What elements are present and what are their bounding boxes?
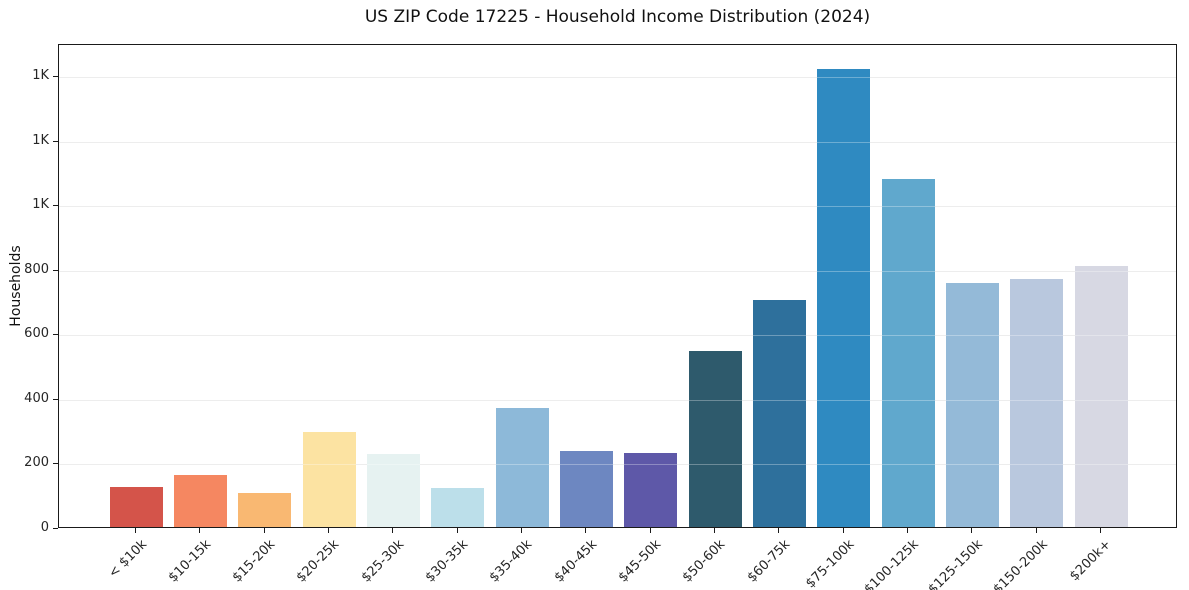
x-tick-label-4: $25-30k — [358, 537, 407, 586]
x-tick-label-12: $100-125k — [861, 537, 922, 590]
bar-$40-45k — [559, 451, 613, 527]
gridline-overlay-1400 — [59, 77, 1176, 79]
gridline-200 — [59, 464, 1176, 466]
x-tick-label-13: $125-150k — [925, 537, 986, 590]
y-tick-label-600: 600 — [24, 326, 49, 342]
x-tick-label-6: $35-40k — [487, 537, 536, 586]
y-axis-title: Households — [8, 245, 24, 327]
y-tick-label-1400: 1K — [32, 68, 49, 84]
y-tick-label-400: 400 — [24, 390, 49, 406]
gridline-overlay-1200 — [59, 141, 1176, 143]
y-tick-label-800: 800 — [24, 261, 49, 277]
x-tick-mark-3 — [328, 528, 329, 533]
x-tick-label-3: $20-25k — [294, 537, 343, 586]
gridline-1400 — [59, 77, 1176, 79]
bar-$125-150k — [945, 283, 999, 527]
x-tick-mark-2 — [263, 528, 265, 533]
gridline-800 — [59, 270, 1176, 272]
x-tick-label-1: $10-15k — [165, 537, 214, 586]
gridline-1200 — [59, 141, 1176, 143]
bar-$45-50k — [624, 452, 678, 527]
gridline-1000 — [59, 206, 1176, 208]
y-tick-mark-200 — [53, 463, 58, 465]
y-tick-mark-600 — [53, 334, 58, 336]
bar-$100-125k — [881, 178, 935, 527]
bar-$150-200k — [1010, 278, 1064, 527]
bar-$20-25k — [302, 431, 356, 527]
gridline-overlay-600 — [59, 335, 1176, 337]
bar-$75-100k — [817, 68, 871, 527]
y-tick-mark-400 — [53, 398, 58, 400]
y-tick-mark-0 — [53, 528, 58, 529]
bar-$10-15k — [173, 475, 227, 527]
bar-$60-75k — [752, 299, 806, 527]
bar-$15-20k — [238, 493, 292, 527]
x-tick-mark-13 — [971, 528, 973, 533]
x-tick-mark-8 — [649, 528, 651, 533]
x-tick-mark-1 — [199, 528, 201, 533]
gridline-400 — [59, 399, 1176, 401]
bar-$35-40k — [495, 407, 549, 527]
y-tick-label-1200: 1K — [32, 132, 49, 148]
x-tick-label-5: $30-35k — [422, 537, 472, 586]
plot-area — [58, 44, 1177, 528]
x-tick-mark-5 — [456, 528, 458, 533]
x-tick-label-14: $150-200k — [990, 537, 1051, 590]
x-tick-mark-10 — [778, 528, 780, 533]
gridline-600 — [59, 335, 1176, 337]
x-tick-mark-6 — [521, 528, 522, 533]
bar-$30-35k — [431, 488, 485, 527]
gridline-overlay-400 — [59, 399, 1176, 401]
bar-$50-60k — [688, 351, 742, 527]
x-tick-label-2: $15-20k — [229, 537, 279, 586]
gridline-overlay-1000 — [59, 206, 1176, 208]
y-tick-label-200: 200 — [24, 455, 49, 471]
x-tick-mark-15 — [1100, 528, 1101, 533]
x-tick-mark-4 — [392, 528, 394, 533]
x-tick-mark-11 — [842, 528, 844, 533]
y-tick-mark-1400 — [53, 76, 58, 78]
bar-< $10k — [109, 486, 163, 527]
bar-$200k+ — [1074, 265, 1128, 527]
y-tick-label-0: 0 — [40, 520, 49, 535]
x-tick-mark-12 — [907, 528, 908, 533]
x-tick-label-7: $40-45k — [551, 537, 600, 586]
gridline-overlay-800 — [59, 270, 1176, 272]
chart-title: US ZIP Code 17225 - Household Income Dis… — [364, 7, 871, 27]
x-tick-label-10: $60-75k — [744, 537, 793, 586]
y-tick-mark-800 — [53, 269, 58, 271]
gridline-overlay-200 — [59, 464, 1176, 466]
bar-$25-30k — [366, 454, 420, 527]
y-tick-mark-1000 — [53, 205, 58, 207]
x-tick-label-15: $200k+ — [1067, 537, 1115, 585]
x-tick-mark-9 — [714, 528, 715, 533]
y-tick-label-1000: 1K — [32, 197, 49, 213]
x-tick-label-0: < $10k — [105, 537, 150, 582]
x-tick-mark-7 — [585, 528, 587, 533]
x-tick-label-11: $75-100k — [802, 537, 858, 590]
x-tick-mark-14 — [1035, 528, 1037, 533]
x-tick-mark-0 — [135, 528, 136, 533]
x-tick-label-8: $45-50k — [615, 537, 665, 586]
x-tick-label-9: $50-60k — [680, 537, 729, 586]
y-tick-mark-1200 — [53, 140, 58, 142]
